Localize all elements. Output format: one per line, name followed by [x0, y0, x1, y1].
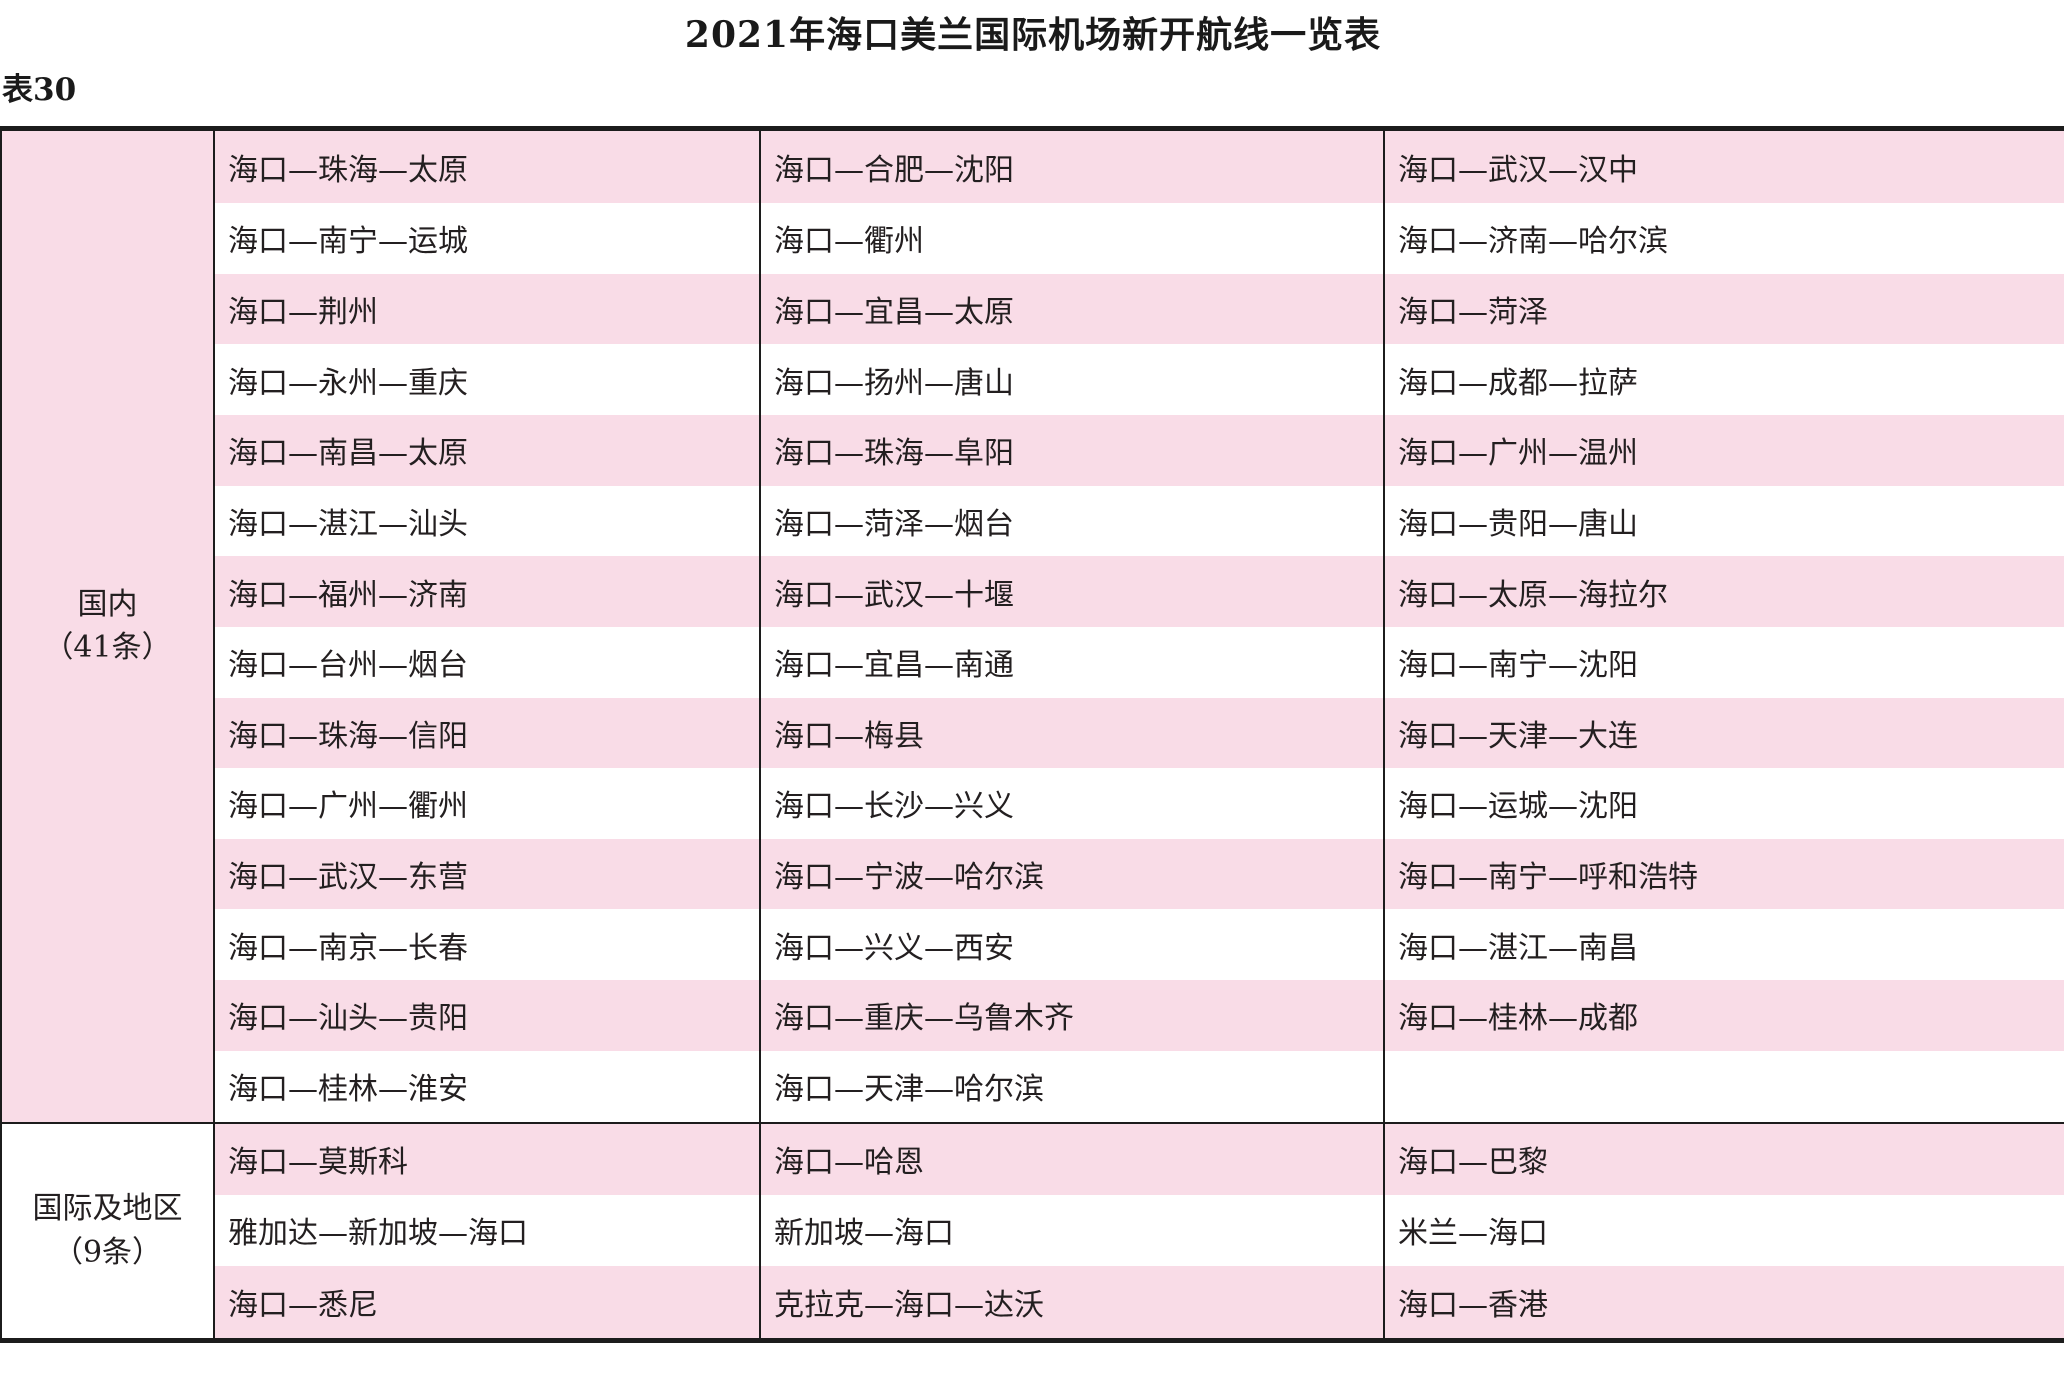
table-row: 雅加达—新加坡—海口 新加坡—海口 米兰—海口: [1, 1195, 2064, 1266]
route-cell: 新加坡—海口: [760, 1195, 1385, 1266]
routes-table-body: 国内 （41条） 海口—珠海—太原 海口—合肥—沈阳 海口—武汉—汉中 海口—南宁—运城海…: [1, 128, 2064, 1341]
section-header: 国际及地区 （9条）: [1, 1121, 215, 1341]
route-cell: 海口—合肥—沈阳: [760, 128, 1385, 204]
route-cell: 海口—巴黎: [1384, 1121, 2064, 1196]
route-cell: 海口—运城—沈阳: [1384, 768, 2064, 839]
route-cell: 海口—香港: [1384, 1265, 2064, 1341]
table-label: 表30: [2, 72, 77, 108]
route-cell: 海口—汕头—贵阳: [214, 980, 761, 1051]
table-row: 海口—广州—衢州 海口—长沙—兴义 海口—运城—沈阳: [1, 768, 2064, 839]
route-cell: 海口—重庆—乌鲁木齐: [760, 980, 1385, 1051]
route-cell: 海口—南昌—太原: [214, 415, 761, 486]
route-cell: 海口—莫斯科: [214, 1121, 761, 1196]
route-cell: 海口—成都—拉萨: [1384, 344, 2064, 416]
section-count: （41条）: [43, 630, 172, 666]
table-row: 海口—福州—济南 海口—武汉—十堰 海口—太原—海拉尔: [1, 556, 2064, 627]
route-cell: 海口—南宁—呼和浩特: [1384, 838, 2064, 910]
table-row: 国内 （41条） 海口—珠海—太原 海口—合肥—沈阳 海口—武汉—汉中: [1, 128, 2064, 1123]
route-cell: 海口—太原—海拉尔: [1384, 556, 2064, 627]
route-cell: 海口—广州—温州: [1384, 415, 2064, 486]
route-cell: 雅加达—新加坡—海口: [214, 1195, 761, 1266]
route-cell: 海口—宜昌—南通: [760, 626, 1385, 698]
route-cell: 海口—武汉—汉中: [1384, 128, 2064, 204]
route-cell: 海口—湛江—南昌: [1384, 909, 2064, 981]
route-cell: 海口—永州—重庆: [214, 344, 761, 416]
route-cell: 海口—南京—长春: [214, 909, 761, 981]
route-cell: 海口—济南—哈尔滨: [1384, 203, 2064, 274]
route-cell: 海口—桂林—成都: [1384, 980, 2064, 1051]
route-cell: 海口—扬州—唐山: [760, 344, 1385, 416]
route-cell: 海口—珠海—太原: [214, 128, 761, 204]
section-name: 国内: [77, 586, 138, 622]
route-cell: 海口—桂林—淮安: [214, 1050, 761, 1123]
table-row: 海口—汕头—贵阳 海口—重庆—乌鲁木齐 海口—桂林—成都: [1, 980, 2064, 1051]
table-row: 海口—南昌—太原 海口—珠海—阜阳 海口—广州—温州: [1, 415, 2064, 486]
route-cell: 海口—福州—济南: [214, 556, 761, 627]
table-row: 海口—武汉—东营 海口—宁波—哈尔滨 海口—南宁—呼和浩特: [1, 838, 2064, 910]
table-row: 国际及地区 （9条） 海口—莫斯科 海口—哈恩 海口—巴黎: [1, 1121, 2064, 1341]
route-cell-empty: [1384, 1050, 2064, 1123]
route-cell: 海口—哈恩: [760, 1121, 1385, 1196]
table-row: 海口—湛江—汕头 海口—菏泽—烟台 海口—贵阳—唐山: [1, 485, 2064, 557]
route-cell: 海口—贵阳—唐山: [1384, 485, 2064, 557]
route-cell: 海口—珠海—信阳: [214, 697, 761, 769]
route-cell: 海口—宜昌—太原: [760, 273, 1385, 345]
route-cell: 海口—广州—衢州: [214, 768, 761, 839]
route-cell: 海口—珠海—阜阳: [760, 415, 1385, 486]
table-row: 海口—南京—长春 海口—兴义—西安 海口—湛江—南昌: [1, 909, 2064, 981]
route-cell: 海口—兴义—西安: [760, 909, 1385, 981]
route-cell: 海口—长沙—兴义: [760, 768, 1385, 839]
route-cell: 海口—天津—哈尔滨: [760, 1050, 1385, 1123]
route-cell: 海口—台州—烟台: [214, 626, 761, 698]
table-row: 海口—永州—重庆 海口—扬州—唐山 海口—成都—拉萨: [1, 344, 2064, 416]
route-cell: 海口—菏泽—烟台: [760, 485, 1385, 557]
table-row: 海口—南宁—运城 海口—衢州 海口—济南—哈尔滨: [1, 203, 2064, 274]
page-title: 2021年海口美兰国际机场新开航线一览表: [684, 14, 1382, 56]
table-row: 海口—台州—烟台 海口—宜昌—南通 海口—南宁—沈阳: [1, 626, 2064, 698]
route-cell: 海口—南宁—沈阳: [1384, 626, 2064, 698]
section-name: 国际及地区: [32, 1191, 183, 1227]
route-cell: 海口—宁波—哈尔滨: [760, 838, 1385, 910]
table-row: 海口—荆州 海口—宜昌—太原 海口—菏泽: [1, 273, 2064, 345]
table-row: 海口—悉尼 克拉克—海口—达沃 海口—香港: [1, 1265, 2064, 1341]
table-row: 海口—桂林—淮安 海口—天津—哈尔滨: [1, 1050, 2064, 1123]
route-cell: 米兰—海口: [1384, 1195, 2064, 1266]
route-cell: 海口—南宁—运城: [214, 203, 761, 274]
route-cell: 海口—武汉—十堰: [760, 556, 1385, 627]
route-cell: 海口—梅县: [760, 697, 1385, 769]
route-cell: 克拉克—海口—达沃: [760, 1265, 1385, 1341]
route-cell: 海口—菏泽: [1384, 273, 2064, 345]
section-count: （9条）: [52, 1234, 163, 1270]
route-cell: 海口—衢州: [760, 203, 1385, 274]
route-cell: 海口—武汉—东营: [214, 838, 761, 910]
section-header: 国内 （41条）: [1, 128, 215, 1123]
route-cell: 海口—荆州: [214, 273, 761, 345]
routes-table: 国内 （41条） 海口—珠海—太原 海口—合肥—沈阳 海口—武汉—汉中 海口—南宁—运城海…: [0, 126, 2064, 1343]
route-cell: 海口—悉尼: [214, 1265, 761, 1341]
route-cell: 海口—湛江—汕头: [214, 485, 761, 557]
route-cell: 海口—天津—大连: [1384, 697, 2064, 769]
table-row: 海口—珠海—信阳 海口—梅县 海口—天津—大连: [1, 697, 2064, 769]
